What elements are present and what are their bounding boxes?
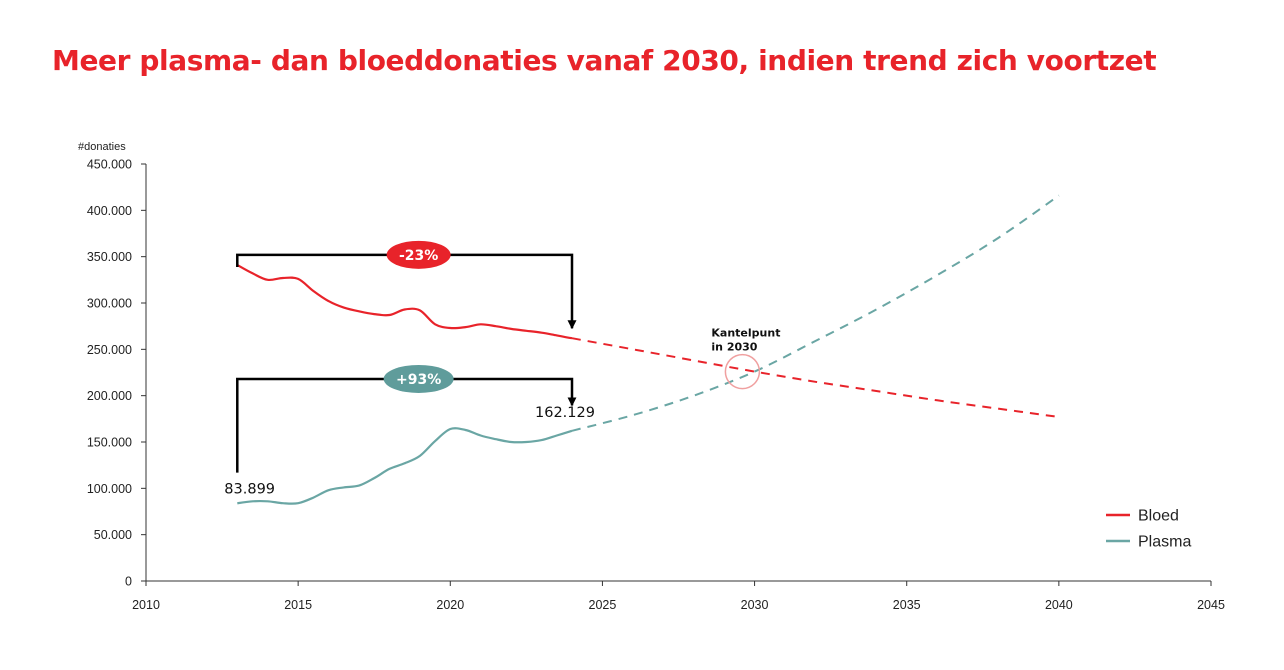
plasma-change-badge xyxy=(383,364,454,393)
y-tick-label: 400.000 xyxy=(87,204,132,218)
projection-line-plasma xyxy=(571,194,1060,432)
plasma-change-bracket xyxy=(236,377,577,473)
axes xyxy=(145,164,1211,582)
bloed-change-label: -23% xyxy=(399,248,438,264)
y-tick-label: 300.000 xyxy=(87,297,132,311)
y-tick-label: 150.000 xyxy=(87,436,132,450)
x-tick-label: 2020 xyxy=(436,598,464,612)
legend-label-plasma: Plasma xyxy=(1138,534,1191,551)
x-tick-label: 2035 xyxy=(893,598,921,612)
projection-line-bloed xyxy=(571,337,1060,418)
kantelpunt-circle xyxy=(724,353,761,390)
plasma-end-value-label: 162.129 xyxy=(535,405,595,421)
series-line-bloed xyxy=(236,264,573,340)
y-tick-label: 50.000 xyxy=(94,528,132,542)
x-tick-label: 2040 xyxy=(1045,598,1073,612)
chart-title: Meer plasma- dan bloeddonaties vanaf 203… xyxy=(52,44,1157,77)
x-tick-label: 2045 xyxy=(1197,598,1225,612)
kantelpunt-label-line2: in 2030 xyxy=(711,341,757,354)
y-axis-unit-label: #donaties xyxy=(78,141,126,153)
x-tick-label: 2015 xyxy=(284,598,312,612)
y-tick-label: 200.000 xyxy=(87,389,132,403)
x-tick-label: 2030 xyxy=(741,598,769,612)
x-tick-label: 2010 xyxy=(132,598,160,612)
y-tick-label: 350.000 xyxy=(87,250,132,264)
plasma-change-label: +93% xyxy=(396,372,441,388)
series-lines xyxy=(236,194,1060,505)
x-tick-label: 2025 xyxy=(589,598,617,612)
y-tick-label: 250.000 xyxy=(87,343,132,357)
series-line-plasma xyxy=(237,427,573,505)
y-axis-ticks: 0 50.000 100.000 150.000 200.000 250.000 300.0… xyxy=(87,158,146,589)
bloed-change-badge xyxy=(386,240,451,269)
plasma-start-value-label: 83.899 xyxy=(224,481,275,497)
y-tick-label: 450.000 xyxy=(87,158,132,172)
x-axis-ticks: 2010 2015 2020 2025 2030 2035 2040 2045 xyxy=(132,581,1225,612)
legend-label-bloed: Bloed xyxy=(1138,508,1179,525)
y-tick-label: 0 xyxy=(125,575,132,589)
y-tick-label: 100.000 xyxy=(87,482,132,496)
legend: Bloed Plasma xyxy=(1106,508,1191,551)
kantelpunt-label-line1: Kantelpunt xyxy=(711,327,780,340)
